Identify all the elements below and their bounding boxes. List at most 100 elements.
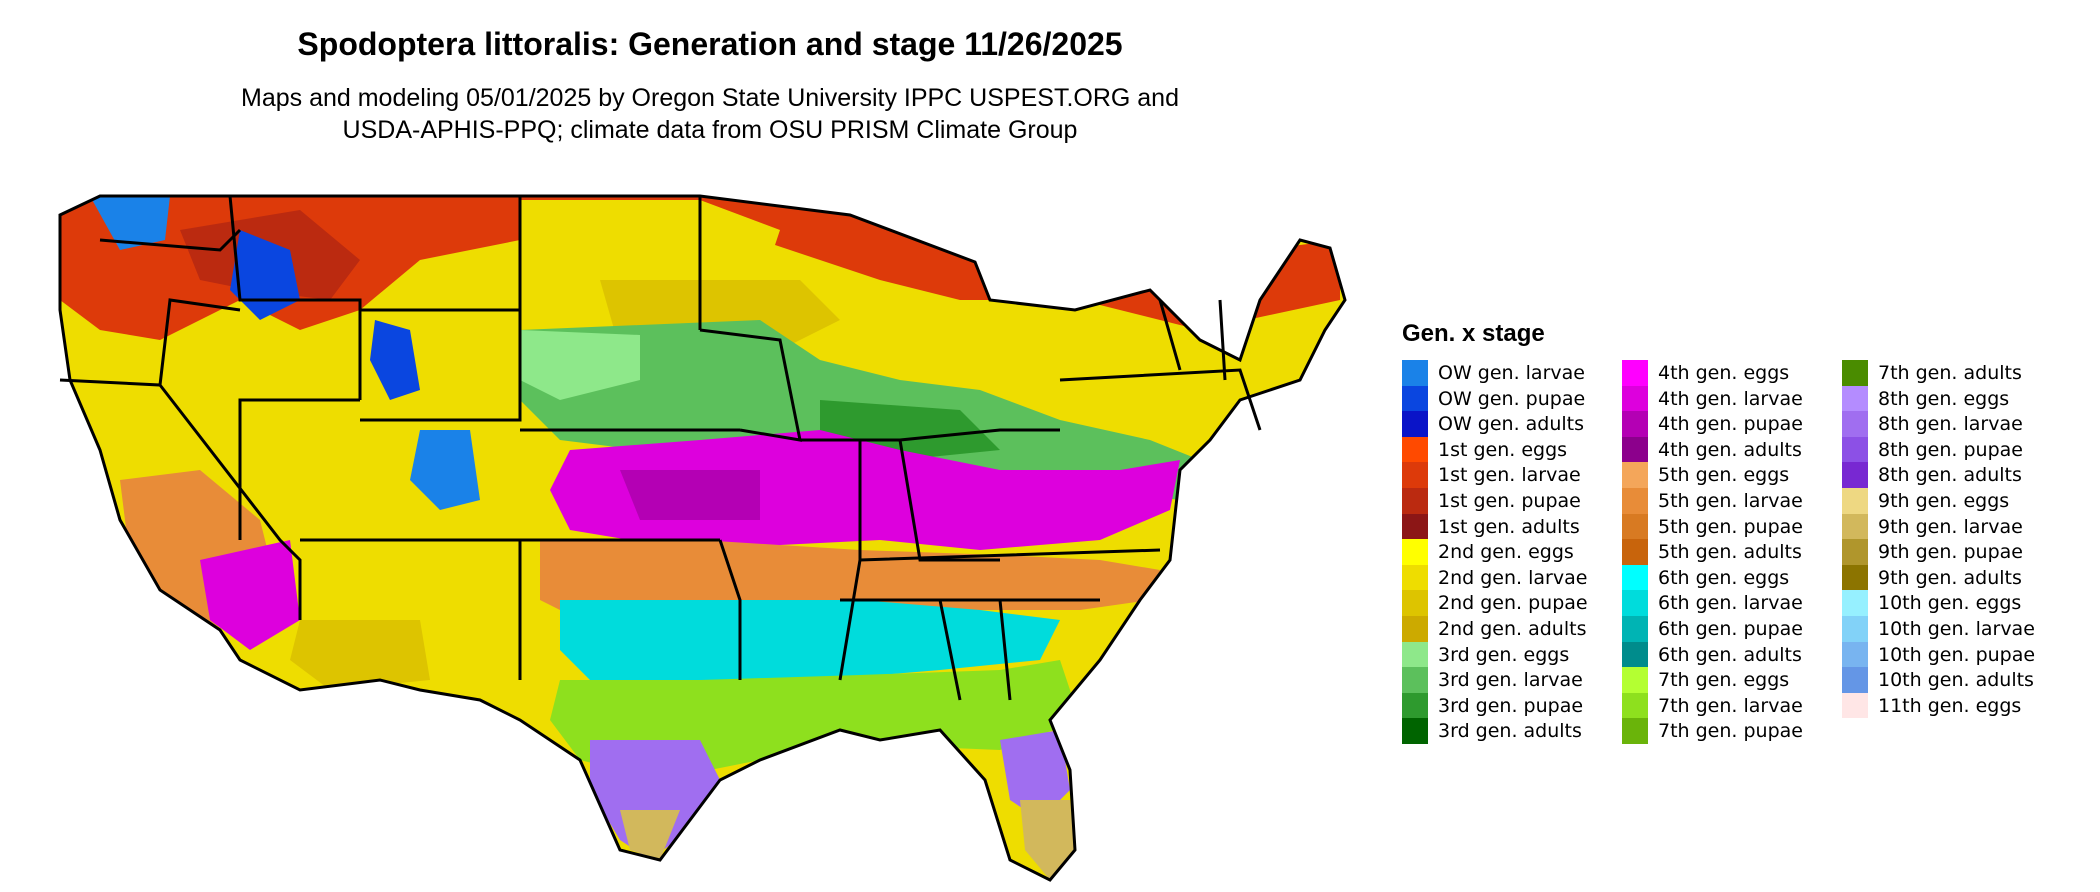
legend-label: 7th gen. larvae: [1658, 694, 1803, 717]
legend-swatch: [1622, 615, 1648, 642]
legend-label: 9th gen. pupae: [1878, 541, 2023, 564]
legend-label: 1st gen. larvae: [1438, 464, 1581, 487]
legend-swatch: [1842, 436, 1868, 463]
border-il-in-oh: [800, 428, 1060, 562]
border-ia: [699, 328, 802, 442]
legend-swatch: [1402, 487, 1428, 514]
legend-swatch: [1402, 436, 1428, 463]
legend-label: 1st gen. pupae: [1438, 489, 1581, 512]
legend-label: 10th gen. larvae: [1878, 617, 2035, 640]
legend-label: 4th gen. larvae: [1658, 387, 1803, 410]
border-ca-nv: [158, 384, 302, 620]
border-southeast: [840, 548, 1161, 701]
legend-label: 4th gen. eggs: [1658, 362, 1790, 384]
legend-label: 2nd gen. larvae: [1438, 566, 1588, 589]
legend-label: OW gen. larvae: [1438, 362, 1585, 384]
legend-swatch: [1402, 360, 1428, 386]
zone-ow-gen-pupae-idaho: [230, 230, 300, 320]
legend-swatch: [1622, 436, 1648, 463]
legend-swatch: [1622, 487, 1648, 514]
legend-label: 8th gen. larvae: [1878, 413, 2023, 436]
legend-swatch: [1622, 667, 1648, 693]
legend-swatch: [1842, 539, 1868, 565]
border-id-mt: [228, 195, 362, 400]
legend-label: 5th gen. adults: [1658, 541, 1802, 564]
legend-swatch: [1402, 539, 1428, 565]
state-borders: [58, 194, 1347, 882]
legend-label: 10th gen. adults: [1878, 669, 2034, 692]
legend-label: 6th gen. adults: [1658, 643, 1802, 666]
legend-swatch: [1622, 590, 1648, 616]
legend-label: 8th gen. eggs: [1878, 387, 2010, 410]
legend-swatch: [1842, 487, 1868, 514]
legend-swatch: [1842, 590, 1868, 616]
legend-label: 4th gen. pupae: [1658, 413, 1803, 436]
legend-swatch: [1622, 385, 1648, 412]
zone-9th-gen-larvae-texas: [620, 810, 680, 860]
legend-swatch: [1842, 462, 1868, 488]
legend-label: 7th gen. adults: [1878, 362, 2022, 384]
border-wy: [360, 308, 522, 422]
legend-swatch: [1622, 360, 1648, 386]
zone-8th-gen-larvae-florida: [1000, 730, 1070, 820]
legend-swatch: [1842, 411, 1868, 437]
legend-label: 9th gen. eggs: [1878, 489, 2010, 512]
zone-4th-gen-pupae: [620, 470, 760, 520]
legend-label: 10th gen. pupae: [1878, 643, 2036, 666]
legend-label: OW gen. pupae: [1438, 387, 1586, 410]
legend-swatch: [1842, 641, 1868, 668]
legend-label: OW gen. adults: [1438, 413, 1585, 436]
stage-zones: [60, 196, 1345, 880]
legend-swatch: [1622, 513, 1648, 540]
legend-label: 3rd gen. eggs: [1438, 643, 1570, 666]
legend-swatch: [1842, 564, 1868, 591]
legend-label: 2nd gen. adults: [1438, 617, 1587, 640]
legend-swatch: [1402, 385, 1428, 412]
legend-label: 7th gen. eggs: [1658, 669, 1790, 692]
border-northeast: [1059, 299, 1262, 431]
legend-label: 10th gen. eggs: [1878, 592, 2022, 615]
zone-ow-gen-larvae-cascades: [90, 196, 170, 250]
legend-label: 1st gen. eggs: [1438, 438, 1568, 461]
legend-swatch: [1622, 692, 1648, 719]
zone-1st-gen-larvae: [60, 196, 1340, 340]
border-or-ca-nv: [59, 298, 241, 387]
zone-2nd-gen-pupae-arizona: [290, 620, 430, 690]
legend-swatch: [1402, 718, 1428, 744]
zone-3rd-gen-eggs: [520, 330, 640, 400]
map-subtitle-line-1: Maps and modeling 05/01/2025 by Oregon S…: [241, 84, 1179, 112]
legend-swatch: [1842, 385, 1868, 412]
legend-swatch: [1402, 667, 1428, 693]
us-phenology-map: [58, 194, 1347, 882]
legend-swatch: [1402, 692, 1428, 719]
zone-6th-gen-larvae: [560, 600, 1060, 690]
zone-ow-gen-pupae-wyoming: [370, 320, 420, 400]
map-subtitle-line-2: USDA-APHIS-PPQ; climate data from OSU PR…: [342, 116, 1078, 144]
legend-swatch: [1842, 615, 1868, 642]
legend-label: 2nd gen. eggs: [1438, 541, 1574, 564]
legend-label: 3rd gen. pupae: [1438, 694, 1584, 717]
legend-label: 3rd gen. adults: [1438, 720, 1582, 743]
legend-swatch: [1622, 641, 1648, 668]
legend-swatch: [1402, 615, 1428, 642]
legend-swatch: [1842, 692, 1868, 719]
legend-label: 5th gen. eggs: [1658, 464, 1790, 487]
legend-label: 9th gen. larvae: [1878, 515, 2023, 538]
legend-swatch: [1402, 513, 1428, 540]
legend-swatch: [1622, 411, 1648, 437]
legend-swatch: [1842, 513, 1868, 540]
legend-swatch: [1622, 564, 1648, 591]
zone-4th-gen-larvae-southwest: [200, 540, 300, 650]
border-nv-ut: [238, 398, 360, 540]
legend-label: 4th gen. adults: [1658, 438, 1802, 461]
map-title: Spodoptera littoralis: Generation and st…: [297, 26, 1123, 62]
legend-label: 6th gen. pupae: [1658, 617, 1803, 640]
legend-label: 8th gen. pupae: [1878, 438, 2023, 461]
legend-label: 5th gen. pupae: [1658, 515, 1803, 538]
legend-swatch: [1842, 667, 1868, 693]
legend-label: 6th gen. eggs: [1658, 566, 1790, 589]
legend-swatch: [1402, 590, 1428, 616]
legend-swatch: [1622, 718, 1648, 744]
legend-swatch: [1402, 462, 1428, 488]
zone-9th-gen-larvae-florida: [1020, 800, 1075, 880]
